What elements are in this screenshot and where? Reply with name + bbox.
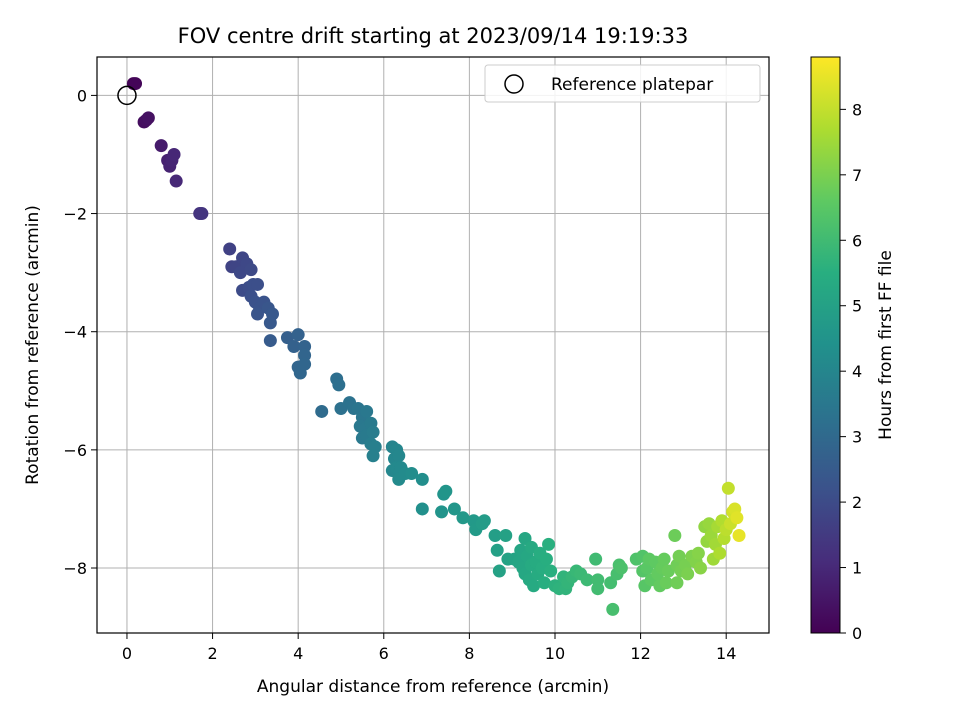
data-point [447, 502, 461, 516]
data-point [415, 472, 429, 486]
data-point [439, 484, 453, 498]
data-point [244, 263, 258, 277]
y-tick-label: 0 [77, 86, 87, 105]
data-point [415, 502, 429, 516]
colorbar-tick-label: 1 [852, 559, 862, 578]
legend: Reference platepar [484, 64, 761, 103]
x-tick-label: 12 [630, 644, 650, 663]
y-tick-label: −4 [63, 323, 87, 342]
y-tick-label: −2 [63, 205, 87, 224]
data-point [659, 576, 673, 590]
data-point [392, 449, 406, 463]
data-point [657, 552, 671, 566]
colorbar-tick-label: 3 [852, 428, 862, 447]
data-point [332, 378, 346, 392]
data-point [291, 328, 305, 342]
plot-frame [96, 56, 770, 634]
data-point [167, 147, 181, 161]
data-point [456, 511, 470, 525]
data-point [141, 111, 155, 125]
data-point [251, 277, 265, 291]
data-point [263, 334, 277, 348]
y-axis-label: Rotation from reference (arcmin) [23, 205, 43, 485]
data-point [713, 546, 727, 560]
data-point [668, 529, 682, 543]
data-point [251, 307, 265, 321]
x-tick-label: 10 [545, 644, 565, 663]
data-point [477, 514, 491, 528]
colorbar-tick-label: 0 [852, 624, 862, 643]
data-point [490, 543, 504, 557]
data-point [298, 357, 312, 371]
x-tick-label: 2 [207, 644, 217, 663]
data-point [580, 573, 594, 587]
colorbar-tick-label: 2 [852, 493, 862, 512]
data-point [694, 561, 708, 575]
data-point [527, 579, 541, 593]
y-tick-label: −6 [63, 441, 87, 460]
y-tick-label: −8 [63, 559, 87, 578]
grid-lines [97, 57, 769, 633]
data-point [589, 552, 603, 566]
data-point [691, 546, 705, 560]
data-point [315, 404, 329, 418]
colorbar-tick-label: 7 [852, 166, 862, 185]
data-point [360, 404, 374, 418]
x-tick-label: 4 [293, 644, 303, 663]
data-point [670, 576, 684, 590]
data-point [405, 466, 419, 480]
data-point [539, 552, 553, 566]
data-point [233, 266, 247, 280]
data-point [195, 207, 209, 221]
data-point [614, 561, 628, 575]
colorbar-tick-label: 6 [852, 231, 862, 250]
data-point [732, 529, 746, 543]
data-point [154, 139, 168, 153]
x-tick-label: 0 [122, 644, 132, 663]
colorbar-tick-label: 4 [852, 362, 862, 381]
x-tick-label: 6 [379, 644, 389, 663]
data-point [537, 576, 551, 590]
chart-title: FOV centre drift starting at 2023/09/14 … [178, 24, 689, 48]
data-point [492, 564, 506, 578]
colorbar-ticks: 0 1 2 3 4 5 6 7 8 [840, 100, 862, 643]
data-point [606, 602, 620, 616]
data-point [223, 242, 237, 256]
data-point [721, 481, 735, 495]
data-point [129, 77, 143, 91]
reference-point-marker [117, 85, 137, 106]
x-tick-label: 14 [716, 644, 736, 663]
colorbar-label: Hours from first FF file [876, 250, 896, 440]
legend-label: Reference platepar [551, 75, 713, 95]
colorbar-tick-label: 8 [852, 100, 862, 119]
data-point [435, 505, 449, 519]
data-point [681, 567, 695, 581]
data-points [117, 77, 746, 616]
data-point [366, 449, 380, 463]
colorbar-tick-label: 5 [852, 297, 862, 316]
data-point [499, 529, 513, 543]
x-axis-label: Angular distance from reference (arcmin) [257, 677, 609, 697]
data-point [730, 511, 744, 525]
y-axis-ticks: 0 −2 −4 −6 −8 [63, 86, 97, 578]
x-axis-ticks: 0 2 4 6 8 10 12 14 [122, 633, 736, 663]
data-point [488, 529, 502, 543]
data-point [287, 339, 301, 353]
legend-box [484, 64, 761, 103]
x-tick-label: 8 [464, 644, 474, 663]
data-point [263, 316, 277, 330]
colorbar-gradient [810, 56, 841, 634]
legend-marker-icon [504, 74, 524, 94]
data-point [544, 564, 558, 578]
colorbar: 0 1 2 3 4 5 6 7 8 Hours from first FF file [810, 56, 896, 643]
data-point [366, 425, 380, 439]
data-point [169, 174, 183, 188]
data-point [542, 537, 556, 551]
data-point [591, 582, 605, 596]
